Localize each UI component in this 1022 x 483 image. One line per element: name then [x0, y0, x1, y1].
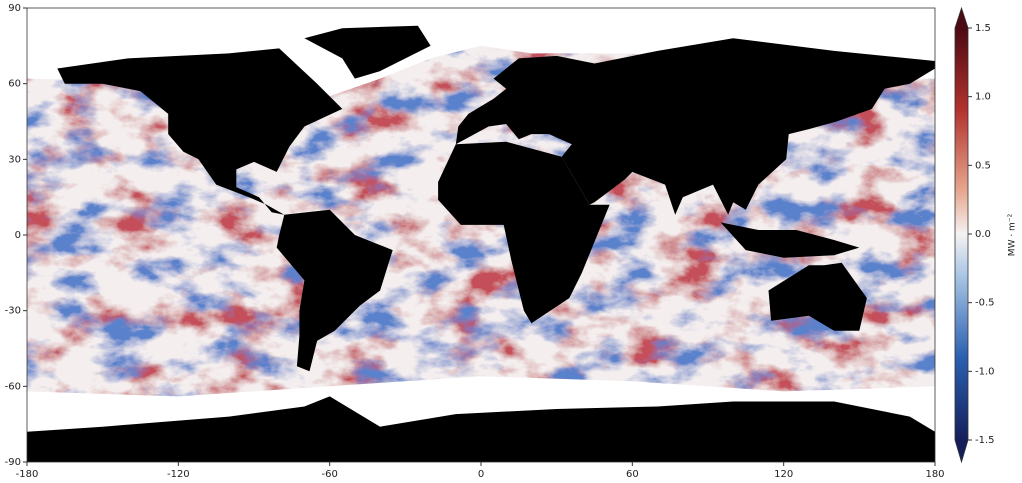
north-america — [57, 48, 343, 215]
colorbar-tick-label: 1.5 — [975, 23, 991, 34]
map-layer: -180 -120 -60 0 60 120 180 90 60 30 0 -30 -60 -90 -1.5… — [5, 3, 995, 480]
y-tick-label: -30 — [5, 306, 21, 317]
australia — [768, 262, 867, 331]
x-tick-label: -180 — [16, 469, 39, 480]
colorbar-extend — [955, 440, 968, 462]
x-tick-label: 120 — [774, 469, 793, 480]
antarctica — [27, 396, 935, 462]
colorbar-tick-label: -0.5 — [975, 298, 995, 309]
colorbar-tick-label: 0.5 — [975, 160, 991, 171]
colorbar-label: MW · m⁻² — [1008, 213, 1018, 256]
y-tick-label: 90 — [8, 3, 21, 14]
x-tick-label: 180 — [925, 469, 944, 480]
x-tick-label: 60 — [626, 469, 639, 480]
x-tick-label: -120 — [167, 469, 190, 480]
colorbar-tick-label: -1.5 — [975, 435, 995, 446]
x-tick-label: -60 — [321, 469, 337, 480]
colorbar-tick-label: 0.0 — [975, 229, 991, 240]
eurasia — [455, 38, 935, 215]
colorbar-extend — [955, 8, 968, 28]
y-tick-label: -60 — [5, 381, 21, 392]
colorbar — [955, 28, 968, 440]
south-america — [276, 209, 393, 372]
colorbar-tick-label: -1.0 — [975, 366, 995, 377]
colorbar-tick-label: 1.0 — [975, 92, 991, 103]
y-tick-label: 0 — [15, 230, 21, 241]
y-tick-label: 60 — [8, 79, 21, 90]
y-tick-label: 30 — [8, 154, 21, 165]
y-tick-label: -90 — [5, 457, 21, 468]
indonesia — [720, 222, 860, 258]
greenland — [304, 25, 431, 79]
africa — [438, 141, 610, 324]
x-tick-label: 0 — [478, 469, 484, 480]
